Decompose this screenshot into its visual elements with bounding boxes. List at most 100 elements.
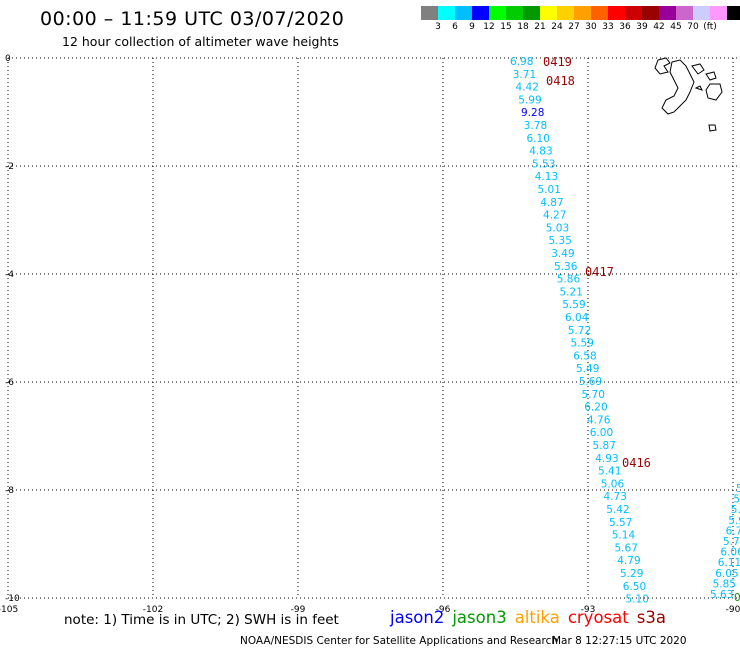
swh-value: 9.28: [521, 107, 544, 119]
lon-label: -93: [581, 605, 596, 615]
lat-label: -6: [5, 378, 14, 388]
legend-swatch: [523, 6, 540, 20]
satellite-cryosat: cryosat: [567, 608, 629, 627]
lat-label: -10: [5, 594, 20, 604]
swh-value: 0: [734, 592, 740, 604]
swh-value: 5.72: [568, 325, 591, 337]
swh-value: 5.03: [546, 222, 569, 234]
swh-value: 5.41: [598, 466, 621, 478]
swh-value: 3.78: [524, 120, 547, 132]
legend-label: 15: [500, 22, 512, 32]
legend-swatch: [472, 6, 489, 20]
swh-value: 6.05: [715, 568, 738, 580]
swh-value: 4.13: [535, 171, 558, 183]
swh-value: 4.83: [529, 146, 552, 158]
legend-swatch: [727, 6, 740, 20]
swh-value: 6.20: [584, 402, 607, 414]
swh-value: 5.69: [579, 376, 602, 388]
satellite-altika: altika: [514, 608, 560, 627]
footer: NOAA/NESDIS Center for Satellite Applica…: [240, 635, 687, 647]
legend-swatch: [540, 6, 557, 20]
legend-label: 21: [534, 22, 546, 32]
legend-label: 39: [636, 22, 648, 32]
lon-label: -96: [436, 605, 451, 615]
island-outline: [708, 124, 717, 132]
lat-label: -4: [5, 270, 14, 280]
legend-swatch: [489, 6, 506, 20]
legend-swatch: [557, 6, 574, 20]
swh-value: 6.58: [573, 350, 596, 362]
lon-label: -99: [291, 605, 306, 615]
swh-value: 5.87: [593, 440, 616, 452]
swh-value: 6.98: [510, 56, 533, 68]
legend-swatch: [608, 6, 625, 20]
footer-timestamp: Mar 8 12:27:15 UTC 2020: [552, 635, 687, 647]
swh-value: 5.9: [728, 515, 740, 527]
swh-value: 5.29: [620, 568, 643, 580]
note-text: note: 1) Time is in UTC; 2) SWH is in fe…: [64, 612, 339, 628]
island-outline: [705, 83, 723, 101]
swh-value: 5.57: [609, 517, 632, 529]
swh-value: 5.86: [557, 274, 581, 286]
lat-label: 0: [5, 54, 11, 64]
island-outline: [661, 59, 695, 115]
lat-label: -2: [5, 162, 14, 172]
legend-label: 3: [435, 22, 441, 32]
island-outline: [654, 57, 671, 75]
island-outline: [705, 71, 717, 81]
page-title: 00:00 – 11:59 UTC 03/07/2020: [40, 8, 345, 30]
track-time-label: 0418: [546, 74, 575, 88]
legend-label: 27: [568, 22, 580, 32]
legend-swatch: [591, 6, 608, 20]
swh-value: 5.59: [571, 338, 594, 350]
page-subtitle: 12 hour collection of altimeter wave hei…: [62, 34, 339, 49]
legend-label: (ft): [703, 22, 717, 32]
satellite-legend: jason2 jason3 altika cryosat s3a: [390, 608, 674, 627]
swh-value: 6.04: [565, 312, 589, 324]
swh-value: 3.49: [551, 248, 574, 260]
swh-value: 5.: [733, 494, 740, 506]
swh-value: 5.53: [532, 158, 555, 170]
swh-value: 4.76: [587, 414, 611, 426]
legend-swatch: [676, 6, 693, 20]
lat-label: -8: [5, 486, 14, 496]
swh-value: 5.63: [710, 589, 733, 601]
satellite-jason2: jason2: [390, 608, 445, 627]
satellite-jason3: jason3: [452, 608, 507, 627]
swh-value: 4.93: [595, 453, 618, 465]
swh-value: 5.36: [554, 261, 578, 273]
swh-value: 4.27: [543, 210, 566, 222]
legend-swatch: [438, 6, 455, 20]
swh-value: 4.73: [604, 491, 627, 503]
lon-label: -90: [726, 605, 740, 615]
track-time-label: 0416: [622, 456, 651, 470]
map-grid: 0 -2 -4 -6 -8 -10-105 -102 -99 -96 -93 -90: [0, 54, 740, 615]
swh-value: 5.21: [560, 286, 583, 298]
swh-value: 6.7: [726, 525, 740, 537]
color-legend: [421, 6, 740, 20]
legend-label: 30: [585, 22, 597, 32]
swh-value: 5.85: [713, 578, 736, 590]
track-time-label: 0417: [585, 265, 614, 279]
island-outline: [694, 85, 703, 91]
legend-label: 24: [551, 22, 563, 32]
legend-label: 9: [469, 22, 475, 32]
legend-swatch: [659, 6, 676, 20]
legend-swatch: [625, 6, 642, 20]
swh-value: 4.79: [617, 555, 640, 567]
legend-swatch: [642, 6, 659, 20]
swh-value: 5.59: [562, 299, 585, 311]
swh-value: 5.70: [582, 389, 605, 401]
swh-value: 5.: [736, 483, 740, 495]
swh-value: 5.: [731, 504, 740, 516]
swh-value: 6.00: [590, 427, 613, 439]
legend-label: 18: [517, 22, 529, 32]
swh-value: 3.71: [513, 69, 536, 81]
swh-value: 5.10: [626, 594, 649, 606]
swh-value: 4.87: [540, 197, 563, 209]
legend-swatch: [455, 6, 472, 20]
footer-credit: NOAA/NESDIS Center for Satellite Applica…: [240, 635, 558, 647]
legend-label: 36: [619, 22, 631, 32]
track-time-label: 0419: [543, 55, 572, 69]
